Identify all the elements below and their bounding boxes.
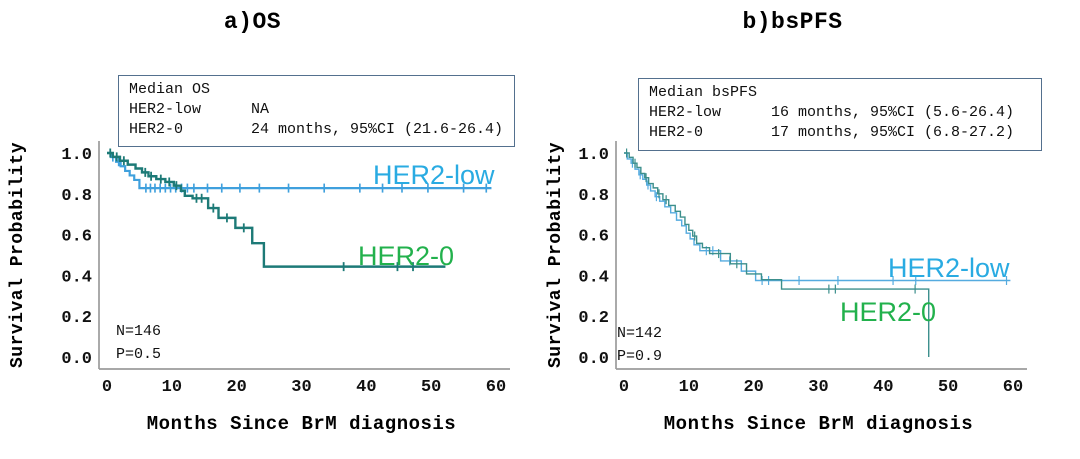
svg-text:0.8: 0.8 [578, 187, 609, 206]
svg-text:40: 40 [873, 378, 893, 397]
svg-text:0.2: 0.2 [578, 309, 609, 328]
svg-text:60: 60 [486, 378, 506, 397]
n-count: N=146 [116, 323, 162, 340]
svg-text:20: 20 [226, 378, 246, 397]
group-name: HER2-0 [649, 124, 704, 141]
p-value: P=0.5 [116, 346, 162, 363]
svg-text:0.8: 0.8 [61, 187, 92, 206]
median-box-title: Median OS [129, 81, 211, 98]
svg-text:10: 10 [679, 378, 699, 397]
svg-text:0.6: 0.6 [61, 228, 92, 247]
group-median: 24 months, 95%CI (21.6-26.4) [251, 121, 504, 138]
svg-text:20: 20 [743, 378, 763, 397]
svg-text:1.0: 1.0 [578, 146, 609, 165]
panel-bspfs-title: b)bsPFS [742, 9, 843, 35]
group-name: HER2-low [129, 101, 202, 118]
svg-text:1.0: 1.0 [61, 146, 92, 165]
svg-text:0: 0 [102, 378, 112, 397]
x-axis-label: Months Since BrM diagnosis [663, 413, 974, 435]
group-name: HER2-0 [129, 121, 184, 138]
svg-text:50: 50 [421, 378, 441, 397]
median-box-row-her2zero: HER2-0 24 months, 95%CI (21.6-26.4) [129, 120, 504, 140]
n-count: N=142 [617, 325, 663, 342]
curve-label-her2low: HER2-low [373, 160, 495, 190]
svg-text:30: 30 [291, 378, 311, 397]
median-box-row-her2low: HER2-low 16 months, 95%CI (5.6-26.4) [649, 103, 1031, 123]
median-stats-box-os: Median OS HER2-low NA HER2-0 24 months, 95… [118, 75, 515, 147]
curve-label-her2low: HER2-low [888, 253, 1010, 283]
median-stats-box-bspfs: Median bsPFS HER2-low 16 months, 95%CI (5… [638, 78, 1042, 151]
group-median: 17 months, 95%CI (6.8-27.2) [771, 124, 1015, 141]
p-value: P=0.9 [617, 348, 663, 365]
sample-stats: N=142 P=0.9 [617, 322, 662, 368]
group-median: NA [251, 101, 270, 118]
svg-text:0.4: 0.4 [578, 268, 609, 287]
group-median: 16 months, 95%CI (5.6-26.4) [771, 104, 1015, 121]
svg-text:0: 0 [619, 378, 629, 397]
curve-label-her2zero: HER2-0 [840, 297, 937, 327]
curve-label-her2zero: HER2-0 [358, 241, 455, 271]
panel-os-title: a)OS [223, 9, 282, 35]
svg-text:30: 30 [808, 378, 828, 397]
median-box-title: Median bsPFS [649, 84, 758, 101]
svg-text:10: 10 [162, 378, 182, 397]
km-plot-bspfs: 0.0 0.2 0.4 0.6 0.8 1.0 0 10 20 30 40 50 60 [578, 141, 1027, 397]
group-name: HER2-low [649, 104, 722, 121]
svg-text:0.2: 0.2 [61, 309, 92, 328]
svg-text:0.0: 0.0 [578, 350, 609, 369]
svg-text:0.0: 0.0 [61, 350, 92, 369]
median-box-row-her2low: HER2-low NA [129, 100, 504, 120]
svg-text:60: 60 [1003, 378, 1023, 397]
x-axis-label: Months Since BrM diagnosis [146, 413, 457, 435]
panel-os: a)OS Median OS HER2-low NA HER2-0 24 month… [8, 9, 515, 435]
sample-stats: N=146 P=0.5 [116, 320, 161, 366]
svg-text:40: 40 [356, 378, 376, 397]
svg-text:50: 50 [938, 378, 958, 397]
km-plot-os: 0.0 0.2 0.4 0.6 0.8 1.0 0 10 20 30 40 50 60 [61, 141, 510, 397]
median-box-row-her2zero: HER2-0 17 months, 95%CI (6.8-27.2) [649, 123, 1031, 143]
svg-text:0.6: 0.6 [578, 228, 609, 247]
svg-text:0.4: 0.4 [61, 268, 92, 287]
panel-bspfs: b)bsPFS Median bsPFS HER2-low 16 months, … [540, 0, 1080, 459]
